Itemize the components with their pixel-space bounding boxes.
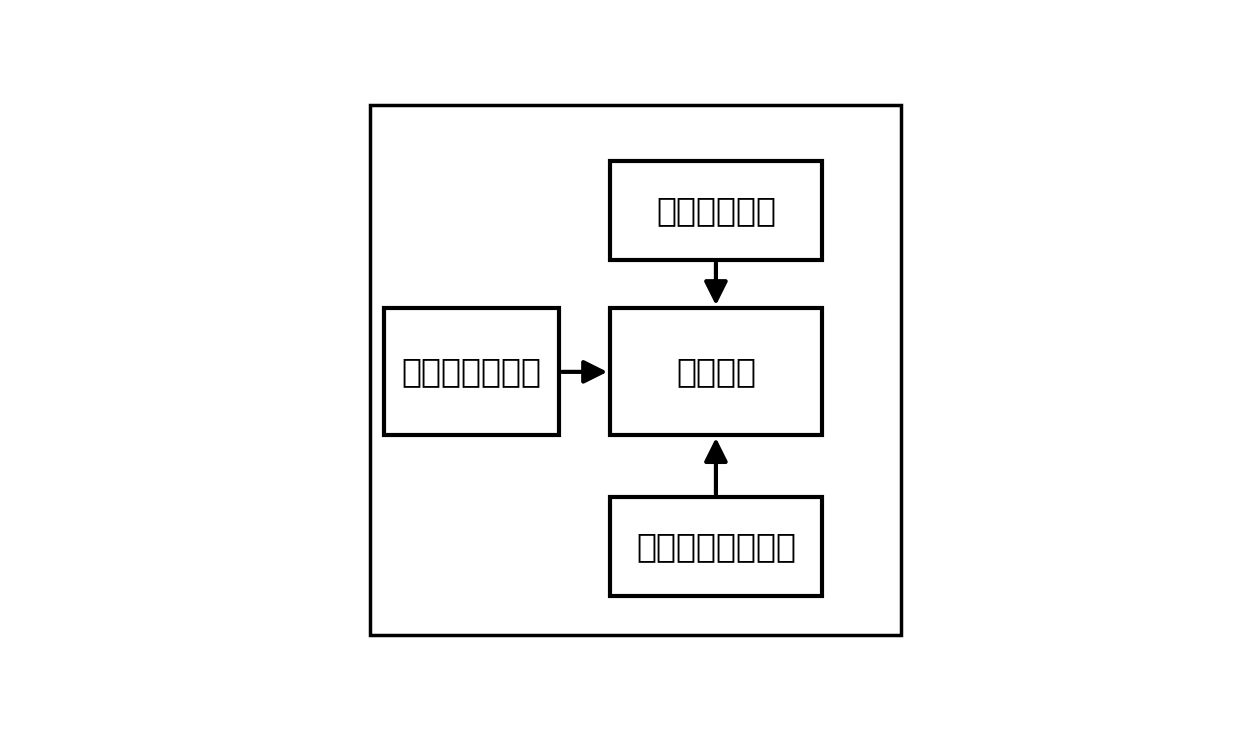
Bar	[610, 161, 822, 260]
Text: 三相电流采样单元: 三相电流采样单元	[636, 530, 796, 563]
Bar	[610, 497, 822, 596]
Bar	[384, 308, 559, 435]
Bar	[610, 308, 822, 435]
Text: 主控制器: 主控制器	[676, 355, 756, 388]
Text: 信号发射单元: 信号发射单元	[656, 194, 776, 227]
Text: 按键显示单元一: 按键显示单元一	[402, 355, 542, 388]
